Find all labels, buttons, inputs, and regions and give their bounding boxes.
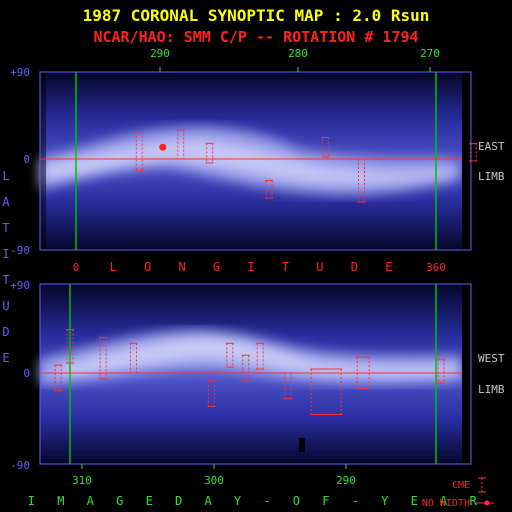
- west-bottom-ticks: 310 300 290: [72, 464, 356, 487]
- latitude-label-letter: L: [2, 169, 9, 183]
- latitude-label-letter: D: [2, 325, 9, 339]
- cme-bracket: [283, 372, 292, 400]
- east-mask-left: [40, 72, 46, 250]
- east-top-ticks: 290 280 270: [150, 47, 440, 72]
- east-cme-group: [135, 129, 478, 203]
- east-lat-tick-0: 0: [23, 153, 30, 166]
- west-brightness-band: [40, 330, 462, 384]
- west-limb-west-label: WEST: [478, 352, 505, 365]
- latitude-label-letter: E: [2, 351, 9, 365]
- east-day-tick-label: 290: [150, 47, 170, 60]
- cme-bracket: [321, 136, 330, 158]
- west-limb-panel: [40, 284, 471, 464]
- east-day-tick-label: 270: [420, 47, 440, 60]
- latitude-label-letter: A: [2, 195, 10, 209]
- longitude-axis-label: L O N G I T U D E: [110, 260, 403, 274]
- cme-bracket: [205, 142, 214, 164]
- cme-bracket: [66, 328, 75, 364]
- west-limb-limb-label: LIMB: [478, 383, 505, 396]
- cme-bracket: [135, 131, 144, 172]
- east-lat-tick-minus90: -90: [10, 244, 30, 257]
- cme-bracket: [310, 368, 343, 416]
- west-day-tick-label: 290: [336, 474, 356, 487]
- west-lat-tick-minus90: -90: [10, 459, 30, 472]
- cme-bracket: [99, 336, 108, 380]
- no-width-cme-marker: [159, 143, 167, 151]
- east-day-tick-label: 280: [288, 47, 308, 60]
- cme-bracket: [225, 342, 234, 368]
- east-limb-limb-label: LIMB: [478, 170, 505, 183]
- longitude-tick-label: 360: [426, 261, 446, 274]
- map-subtitle: NCAR/HAO: SMM C/P -- ROTATION # 1794: [93, 28, 418, 46]
- east-panel-frame: [39, 71, 472, 251]
- latitude-label-letter: I: [2, 247, 9, 261]
- cme-bracket: [437, 358, 446, 384]
- east-limb-east-label: EAST: [478, 140, 505, 153]
- east-brightness-band: [40, 126, 460, 196]
- cme-bracket: [176, 129, 185, 160]
- west-lat-tick-plus90: +90: [10, 279, 30, 292]
- west-dark-spot: [299, 438, 305, 452]
- longitude-tick-label: 0: [73, 261, 80, 274]
- cme-bracket: [129, 342, 138, 374]
- latitude-label-letter: T: [2, 221, 9, 235]
- west-day-tick-label: 300: [204, 474, 224, 487]
- cme-bracket: [54, 364, 63, 392]
- day-of-year-axis-label: I M A G E D A Y - O F - Y E A R: [28, 494, 484, 508]
- east-bottom-ticks: 0 360: [73, 261, 446, 274]
- east-lat-tick-plus90: +90: [10, 66, 30, 79]
- cme-bracket: [241, 354, 250, 382]
- legend-no-width-label: NO WIDTH: [422, 498, 470, 509]
- east-limb-panel: [40, 72, 478, 250]
- cme-bracket: [256, 342, 265, 370]
- map-title: 1987 CORONAL SYNOPTIC MAP : 2.0 Rsun: [83, 6, 430, 25]
- legend-cme-label: CME: [452, 480, 470, 491]
- west-mask-right: [462, 284, 471, 464]
- west-panel-frame: [39, 283, 472, 465]
- legend-no-width-symbol: [476, 500, 494, 506]
- west-day-tick-label: 310: [72, 474, 92, 487]
- legend-cme-symbol: [478, 477, 486, 493]
- cme-bracket: [265, 180, 274, 199]
- cme-bracket: [357, 158, 366, 203]
- west-lat-tick-0: 0: [23, 367, 30, 380]
- latitude-label-letter: U: [2, 299, 9, 313]
- cme-bracket: [207, 380, 216, 408]
- latitude-label-letter: T: [2, 273, 9, 287]
- west-cme-group: [54, 328, 446, 416]
- cme-bracket: [356, 356, 371, 390]
- east-mask-right: [462, 72, 471, 250]
- legend: CME NO WIDTH: [422, 477, 494, 509]
